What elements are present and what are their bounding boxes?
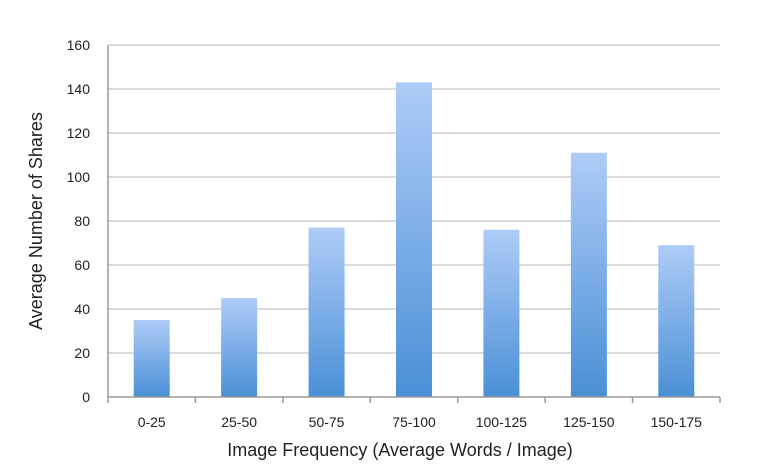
bar-0-25 — [133, 320, 170, 397]
bars — [133, 82, 695, 398]
y-tick-label: 20 — [74, 345, 90, 361]
bar-25-50 — [221, 298, 258, 397]
x-tick-label: 25-50 — [221, 414, 257, 430]
y-tick-label: 120 — [67, 125, 91, 141]
bar-50-75 — [308, 227, 345, 397]
x-tick-labels: 0-25 25-50 50-75 75-100 100-125 125-150 150-17… — [138, 414, 702, 430]
x-tick-label: 75-100 — [392, 414, 436, 430]
y-tick-label: 160 — [67, 37, 91, 53]
y-tick-label: 40 — [74, 301, 90, 317]
y-tick-label: 60 — [74, 257, 90, 273]
bar-125-150 — [570, 152, 607, 397]
bar-150-175 — [658, 245, 695, 397]
y-tick-labels: 0 20 40 60 80 100 120 140 160 — [67, 37, 91, 405]
y-tick-label: 80 — [74, 213, 90, 229]
x-tick-label: 150-175 — [651, 414, 703, 430]
x-axis-title: Image Frequency (Average Words / Image) — [227, 440, 573, 460]
y-axis-title: Average Number of Shares — [26, 112, 46, 330]
y-tick-label: 140 — [67, 81, 91, 97]
bar-100-125 — [483, 229, 520, 397]
y-tick-label: 0 — [82, 389, 90, 405]
axes — [107, 45, 721, 403]
x-tick-label: 50-75 — [309, 414, 345, 430]
y-tick-label: 100 — [67, 169, 91, 185]
x-tick-label: 100-125 — [476, 414, 528, 430]
x-tick-label: 125-150 — [563, 414, 615, 430]
bar-75-100 — [396, 82, 432, 398]
x-tick-label: 0-25 — [138, 414, 166, 430]
